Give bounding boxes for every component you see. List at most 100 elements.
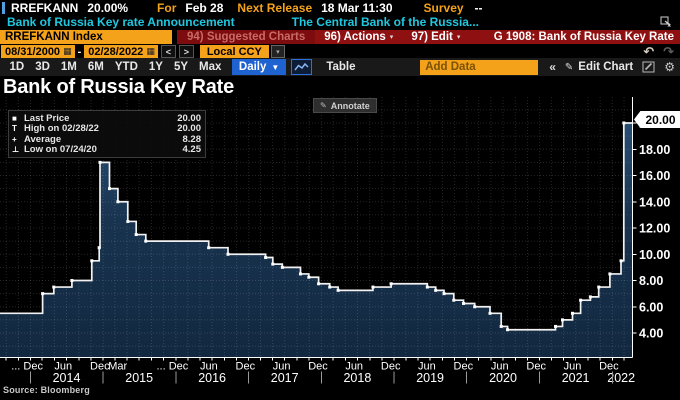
chart-pencil-icon: [642, 61, 655, 73]
svg-text:Mar: Mar: [108, 361, 127, 373]
date-from-field[interactable]: 08/31/2000 ▦: [1, 45, 75, 58]
table-button[interactable]: Table: [326, 61, 356, 73]
add-data-placeholder: Add Data: [425, 61, 476, 73]
chart-annotate-tool-button[interactable]: [642, 61, 656, 73]
chevron-right-icon: >: [183, 46, 189, 57]
chevron-left-icon: <: [165, 46, 171, 57]
svg-text:2022: 2022: [607, 371, 635, 385]
actions-menu[interactable]: 96) Actions ▾: [315, 31, 402, 43]
chevron-down-icon: ▼: [271, 62, 280, 72]
period-1d-button[interactable]: 1D: [9, 61, 25, 73]
date-to-value: 02/28/2022: [88, 45, 144, 58]
annotate-label: Annotate: [330, 100, 370, 111]
security-input-value: RREFKANN Index: [5, 31, 103, 43]
axes: [0, 97, 637, 361]
annotate-button[interactable]: ✎ Annotate: [313, 98, 377, 113]
period-5y-button[interactable]: 5Y: [173, 61, 189, 73]
collapse-panel-icon[interactable]: «: [549, 60, 556, 74]
price-line: [0, 122, 632, 331]
chevron-down-icon: ▾: [276, 48, 280, 56]
last-price-tag: 20.00: [634, 111, 680, 128]
edit-menu[interactable]: 97) Edit ▾: [402, 31, 469, 43]
area-series: [0, 123, 632, 357]
year-separators: [29, 371, 613, 384]
svg-text:Jun: Jun: [418, 361, 436, 373]
chevron-down-icon: ▾: [389, 34, 394, 41]
for-label: For: [157, 0, 177, 15]
legend-row: + Average 8.28: [12, 134, 201, 145]
period-1y-button[interactable]: 1Y: [148, 61, 163, 73]
svg-text:Dec: Dec: [236, 361, 256, 373]
legend-value: 20.00: [177, 123, 201, 135]
legend-marker-icon: ■: [12, 113, 17, 123]
period-3d-button[interactable]: 3D: [35, 61, 50, 73]
shift-range-forward-button[interactable]: >: [178, 45, 194, 58]
edit-label: 97) Edit: [411, 31, 453, 43]
svg-text:Jun: Jun: [491, 361, 509, 373]
currency-select[interactable]: Local CCY: [199, 45, 269, 58]
chart-canvas: 4.00 6.00 8.00 10.00 12.00 14.00 16.00 18.00 20.…: [0, 97, 670, 385]
undo-icon[interactable]: ↶: [643, 43, 655, 59]
calendar-icon: ▦: [146, 46, 155, 56]
security-input[interactable]: RREFKANN Index: [0, 30, 172, 44]
date-from-value: 08/31/2000: [5, 45, 61, 58]
function-bar: RREFKANN Index 94) Suggested Charts 96) …: [0, 30, 680, 44]
svg-text:2015: 2015: [125, 371, 153, 385]
legend-marker-icon: ⊥: [12, 145, 20, 155]
date-to-field[interactable]: 02/28/2022 ▦: [84, 45, 158, 58]
date-range-separator: -: [77, 45, 82, 58]
legend-label: Last Price: [24, 112, 70, 124]
calendar-icon: ▦: [63, 46, 72, 56]
line-chart-icon: [294, 62, 309, 71]
svg-text:2019: 2019: [416, 371, 444, 385]
chart-type-button[interactable]: [291, 59, 313, 75]
redo-icon[interactable]: ↷: [663, 43, 674, 59]
currency-value: Local CCY: [206, 45, 262, 58]
survey-value: --: [474, 0, 483, 15]
shift-range-back-button[interactable]: <: [160, 45, 176, 58]
svg-text:Dec: Dec: [308, 361, 328, 373]
legend-marker-icon: T: [12, 124, 17, 134]
svg-text:Jun: Jun: [54, 361, 72, 373]
chevron-down-icon: ▾: [456, 34, 461, 41]
period-max-button[interactable]: Max: [199, 61, 222, 73]
edit-chart-label: Edit Chart: [578, 61, 634, 73]
chart-id-title: G 1908: Bank of Russia Key Rate: [493, 31, 674, 43]
frequency-select[interactable]: Daily ▼: [231, 59, 287, 75]
legend-label: Low on 07/24/20: [24, 144, 97, 156]
currency-dropdown-button[interactable]: ▾: [270, 45, 285, 58]
svg-text:2021: 2021: [562, 371, 590, 385]
svg-text:18.00: 18.00: [639, 143, 670, 157]
gear-icon[interactable]: ⚙: [664, 60, 675, 74]
security-description-link[interactable]: Bank of Russia Key rate Announcement: [7, 15, 235, 29]
suggested-charts-button[interactable]: 94) Suggested Charts: [177, 30, 316, 44]
legend-value: 8.28: [182, 133, 202, 145]
red-menu-bar: 94) Suggested Charts 96) Actions ▾ 97) E…: [177, 30, 680, 44]
legend-label: High on 02/28/22: [24, 123, 99, 135]
news-cursor-icon[interactable]: [660, 16, 672, 28]
price-markers: [41, 121, 626, 332]
security-description-link-2[interactable]: The Central Bank of the Russia...: [291, 15, 479, 29]
period-6m-button[interactable]: 6M: [87, 61, 104, 73]
description-row: Bank of Russia Key rate Announcement The…: [0, 15, 680, 29]
actions-label: 96) Actions: [324, 31, 386, 43]
next-release-label: Next Release: [237, 0, 313, 15]
svg-text:14.00: 14.00: [639, 195, 670, 209]
period-1m-button[interactable]: 1M: [60, 61, 77, 73]
suggested-charts-label: 94) Suggested Charts: [187, 31, 306, 43]
legend-marker-icon: +: [12, 134, 17, 144]
key-rate-chart[interactable]: 4.00 6.00 8.00 10.00 12.00 14.00 16.00 18.00 20.…: [0, 96, 680, 400]
period-ytd-button[interactable]: YTD: [114, 61, 138, 73]
add-data-input[interactable]: Add Data: [420, 59, 539, 75]
svg-text:Dec: Dec: [526, 361, 546, 373]
frequency-value: Daily: [238, 61, 267, 73]
svg-text:... Dec: ... Dec: [11, 361, 43, 373]
period-buttons: 1D 3D 1M 6M YTD 1Y 5Y Max: [4, 61, 227, 73]
svg-text:Jun: Jun: [200, 361, 218, 373]
pencil-icon: ✎: [320, 101, 327, 110]
svg-text:16.00: 16.00: [639, 169, 670, 183]
svg-text:2016: 2016: [198, 371, 226, 385]
edit-chart-button[interactable]: ✎ Edit Chart: [565, 61, 633, 73]
legend-row: ■ Last Price 20.00: [12, 113, 201, 124]
